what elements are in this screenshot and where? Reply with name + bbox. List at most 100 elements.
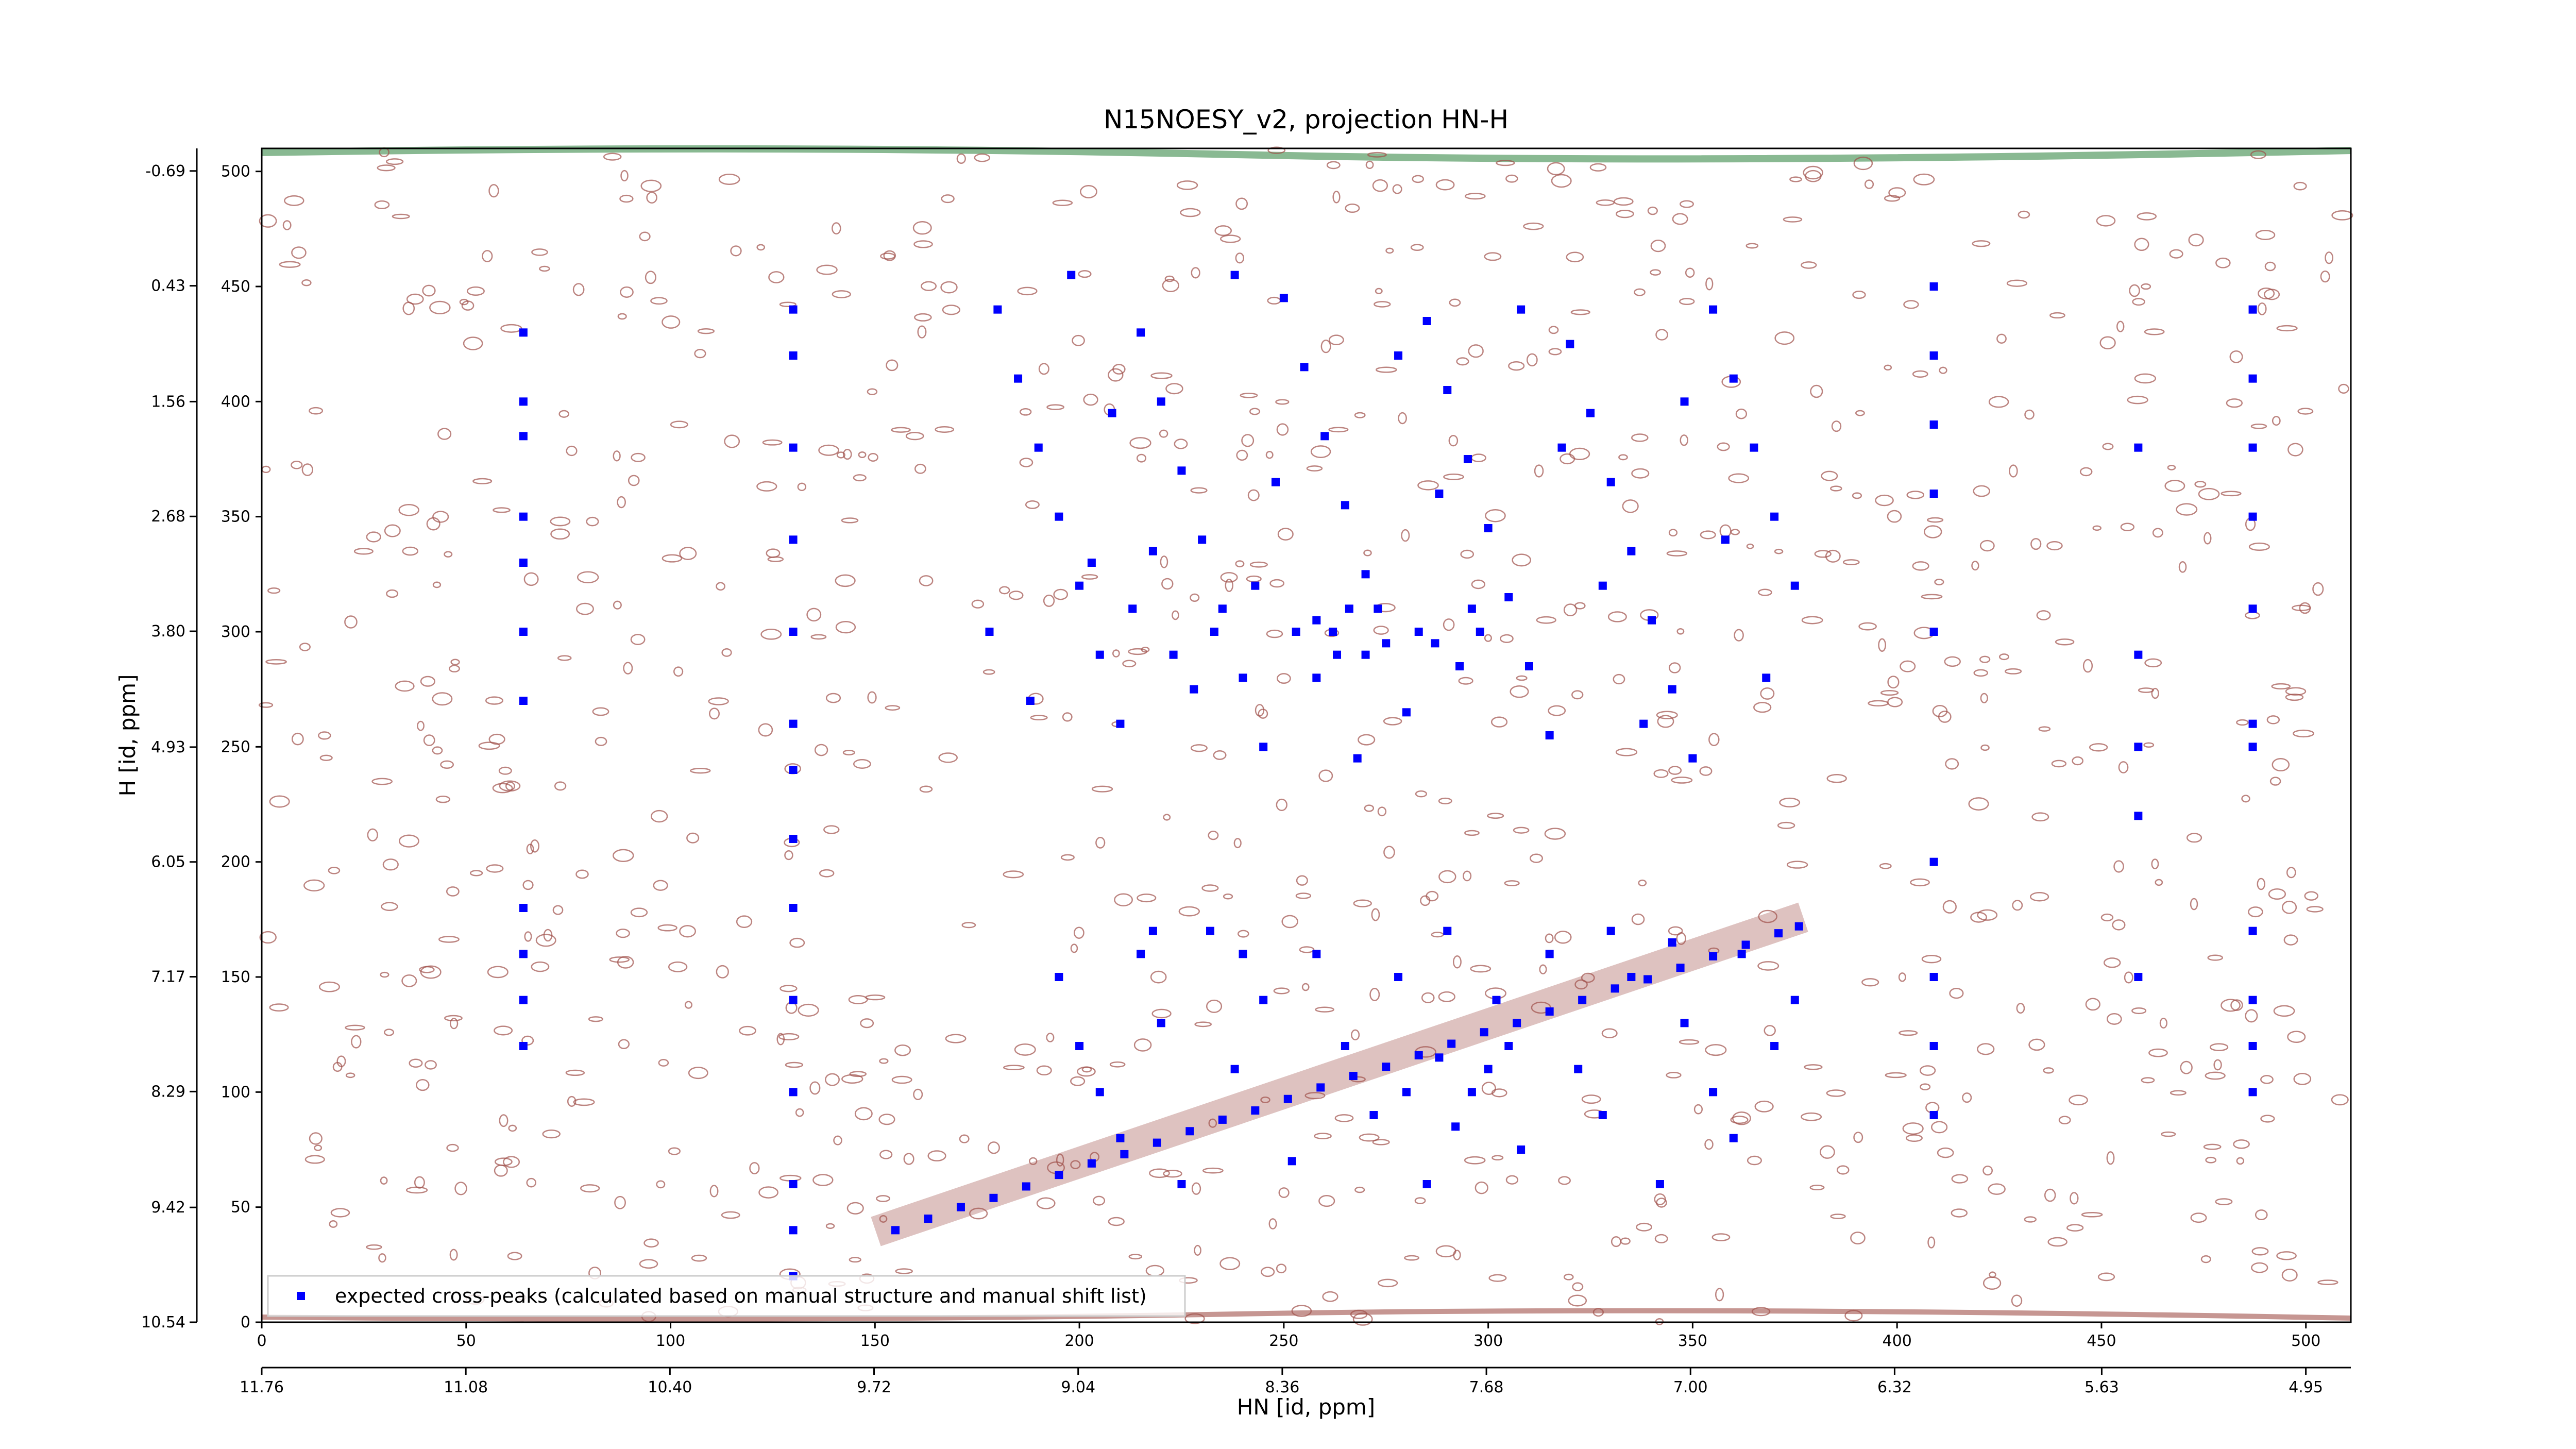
noise-contour	[1571, 690, 1584, 700]
cross-peak	[1022, 1182, 1030, 1191]
noise-contour	[429, 300, 451, 315]
noise-contour	[1392, 184, 1402, 194]
noise-contour	[557, 655, 572, 661]
noise-contour	[1825, 549, 1841, 563]
noise-contour	[1563, 603, 1578, 617]
noise-contour	[1299, 946, 1315, 953]
noise-contour	[2103, 957, 2121, 968]
noise-contour	[2092, 525, 2102, 531]
cross-peak	[789, 996, 798, 1004]
x-tick-label: 300	[1473, 1332, 1503, 1350]
noise-contour	[867, 388, 878, 395]
noise-contour	[2248, 906, 2263, 918]
noise-contour	[314, 1144, 323, 1151]
noise-contour	[1475, 1181, 1488, 1194]
noise-contour	[1887, 510, 1902, 523]
noise-contour	[1314, 1133, 1332, 1139]
plot-frame	[261, 147, 2352, 1323]
noise-contour	[2102, 443, 2114, 450]
noise-contour	[895, 1268, 913, 1274]
noise-contour	[1826, 774, 1847, 783]
cross-peak	[1770, 1042, 1779, 1050]
cross-peak	[519, 328, 528, 337]
noise-contour	[1980, 693, 1988, 703]
noise-contour	[1165, 383, 1183, 395]
cross-peak	[1382, 639, 1391, 648]
noise-contour	[1945, 758, 1959, 770]
y-tick-label: 250	[221, 738, 250, 756]
cross-peak	[1422, 317, 1431, 325]
cross-peak	[1668, 685, 1676, 694]
noise-contour	[913, 1088, 923, 1101]
noise-contour	[2304, 891, 2318, 901]
noise-contour	[1700, 530, 1716, 540]
noise-contour	[653, 880, 668, 891]
noise-contour	[2205, 1071, 2226, 1080]
noise-contour	[1512, 553, 1532, 567]
noise-contour	[1912, 370, 1928, 378]
x-tick-label: 100	[656, 1332, 685, 1350]
noise-contour	[1220, 234, 1241, 243]
noise-contour	[1728, 473, 1750, 483]
noise-contour	[1668, 926, 1683, 936]
legend-marker	[297, 1292, 305, 1300]
noise-contour	[1569, 447, 1590, 460]
y2-tick-label: 7.17	[151, 968, 185, 986]
noise-contour	[1613, 673, 1625, 685]
cross-peak	[1643, 975, 1652, 984]
noise-contour	[1864, 179, 1874, 189]
cross-peak	[1709, 1088, 1718, 1097]
noise-contour	[942, 305, 961, 315]
noise-contour	[969, 1207, 988, 1220]
noise-contour	[1951, 1208, 1968, 1218]
noise-contour	[1751, 1307, 1771, 1317]
noise-contour	[1354, 412, 1366, 418]
noise-contour	[2293, 181, 2307, 191]
noise-contour	[530, 839, 539, 853]
noise-contour	[1654, 1234, 1668, 1243]
x2-tick-label: 11.76	[240, 1378, 284, 1396]
noise-contour	[1934, 578, 1944, 585]
noise-contour	[927, 1150, 946, 1161]
noise-contour	[1070, 943, 1078, 953]
noise-contour	[1852, 291, 1866, 299]
noise-contour	[1853, 156, 1873, 171]
cross-peak	[1345, 604, 1353, 613]
noise-contour	[756, 244, 766, 251]
noise-contour	[2005, 668, 2022, 675]
noise-contour	[1352, 1312, 1373, 1326]
y-tick-label: 0	[241, 1313, 250, 1332]
x-tick-label: 350	[1678, 1332, 1707, 1350]
y2-tick-label: 10.54	[141, 1313, 185, 1332]
noise-contour	[1666, 1071, 1682, 1079]
noise-contour	[1374, 301, 1391, 308]
noise-contour	[1616, 210, 1634, 218]
bottom-projection	[261, 1308, 2351, 1322]
noise-contour	[1415, 790, 1427, 798]
noise-contour	[2120, 523, 2135, 531]
noise-contour	[309, 1132, 323, 1145]
noise-contour	[1566, 251, 1584, 263]
noise-contour	[487, 966, 509, 979]
cross-peak	[1929, 857, 1938, 866]
noise-contour	[1972, 240, 1991, 247]
noise-contour	[523, 572, 539, 586]
noise-contour	[1545, 933, 1554, 943]
noise-contour	[1038, 363, 1049, 375]
noise-contour	[425, 1060, 437, 1070]
noise-contour	[2209, 1043, 2229, 1052]
noise-contour	[432, 692, 453, 706]
noise-contour	[1558, 1176, 1571, 1185]
noise-contour	[833, 1135, 842, 1145]
noise-contour	[414, 1176, 425, 1189]
noise-contour	[1679, 1039, 1700, 1045]
noise-contour	[809, 1081, 821, 1095]
noise-contour	[1868, 700, 1889, 706]
noise-contour	[1830, 485, 1842, 492]
noise-contour	[1547, 162, 1565, 176]
noise-contour	[554, 781, 567, 791]
noise-contour	[1318, 1195, 1335, 1207]
noise-contour	[668, 1147, 681, 1155]
noise-contour	[423, 734, 435, 746]
noise-contour	[630, 907, 648, 918]
